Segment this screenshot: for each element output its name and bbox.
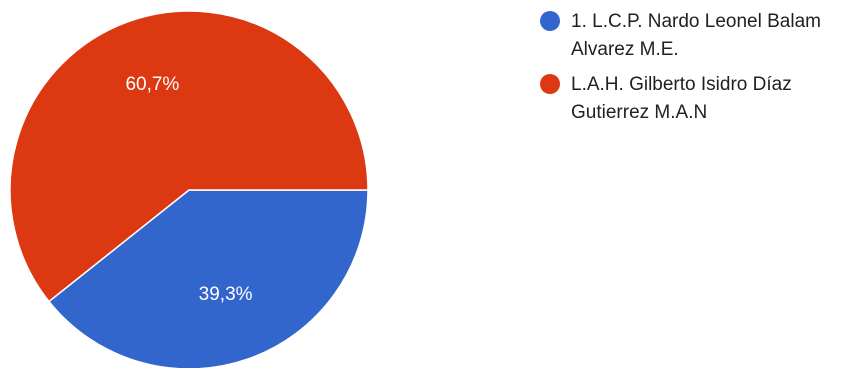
legend-label: 1. L.C.P. Nardo Leonel Balam Alvarez M.E… [571,11,821,60]
slice-percent-label: 60,7% [125,74,179,95]
legend-swatch-icon [540,11,560,31]
slice-percent-label: 39,3% [199,284,253,305]
legend: 1. L.C.P. Nardo Leonel Balam Alvarez M.E… [540,8,850,134]
pie-slice[interactable] [47,189,369,368]
legend-swatch-icon [540,74,560,94]
legend-item[interactable]: 1. L.C.P. Nardo Leonel Balam Alvarez M.E… [540,8,850,64]
legend-label: L.A.H. Gilberto Isidro Díaz Gutierrez M.… [571,74,792,123]
legend-item[interactable]: L.A.H. Gilberto Isidro Díaz Gutierrez M.… [540,71,850,127]
pie-slice[interactable] [9,10,369,303]
